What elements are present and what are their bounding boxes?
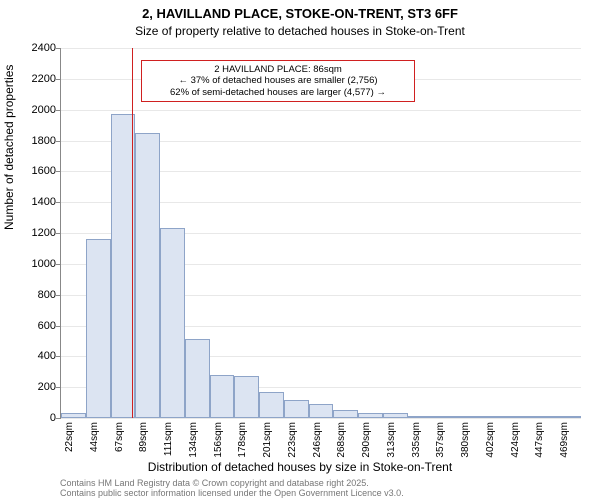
y-tick-mark <box>56 264 60 265</box>
x-tick-label: 402sqm <box>485 422 496 462</box>
annotation-box: 2 HAVILLAND PLACE: 86sqm← 37% of detache… <box>141 60 415 102</box>
x-axis-label: Distribution of detached houses by size … <box>0 460 600 474</box>
x-tick-label: 290sqm <box>361 422 372 462</box>
y-tick-mark <box>56 356 60 357</box>
gridline <box>61 110 581 111</box>
histogram-bar <box>160 228 185 418</box>
y-axis-label: Number of detached properties <box>2 65 16 230</box>
histogram-bar <box>383 413 408 418</box>
y-tick-mark <box>56 48 60 49</box>
y-tick-label: 800 <box>16 289 56 301</box>
y-tick-label: 2400 <box>16 42 56 54</box>
x-tick-label: 380sqm <box>460 422 471 462</box>
y-tick-label: 1200 <box>16 227 56 239</box>
x-tick-label: 469sqm <box>559 422 570 462</box>
y-tick-label: 1800 <box>16 135 56 147</box>
y-tick-mark <box>56 79 60 80</box>
y-tick-mark <box>56 171 60 172</box>
x-tick-label: 246sqm <box>312 422 323 462</box>
y-tick-label: 200 <box>16 381 56 393</box>
gridline <box>61 418 581 419</box>
histogram-bar <box>358 413 383 418</box>
histogram-bar <box>507 416 532 418</box>
histogram-bar <box>86 239 111 418</box>
y-tick-mark <box>56 326 60 327</box>
y-tick-label: 2200 <box>16 73 56 85</box>
histogram-bar <box>408 416 433 418</box>
y-tick-label: 1000 <box>16 258 56 270</box>
histogram-bar <box>333 410 358 418</box>
histogram-bar <box>210 375 235 418</box>
x-tick-label: 268sqm <box>336 422 347 462</box>
x-tick-label: 201sqm <box>262 422 273 462</box>
x-tick-label: 447sqm <box>534 422 545 462</box>
x-tick-label: 111sqm <box>163 422 174 462</box>
y-tick-mark <box>56 387 60 388</box>
histogram-bar <box>234 376 259 418</box>
y-tick-mark <box>56 233 60 234</box>
gridline <box>61 48 581 49</box>
footer-line1: Contains HM Land Registry data © Crown c… <box>60 478 404 488</box>
x-tick-label: 44sqm <box>89 422 100 462</box>
y-tick-label: 0 <box>16 412 56 424</box>
y-tick-mark <box>56 202 60 203</box>
chart-title: 2, HAVILLAND PLACE, STOKE-ON-TRENT, ST3 … <box>0 6 600 21</box>
annotation-line3: 62% of semi-detached houses are larger (… <box>148 87 408 98</box>
y-tick-mark <box>56 110 60 111</box>
y-tick-label: 400 <box>16 350 56 362</box>
footer-attribution: Contains HM Land Registry data © Crown c… <box>60 478 404 499</box>
histogram-bar <box>135 133 160 418</box>
y-tick-mark <box>56 418 60 419</box>
plot-area: 2 HAVILLAND PLACE: 86sqm← 37% of detache… <box>60 48 581 419</box>
footer-line2: Contains public sector information licen… <box>60 488 404 498</box>
y-tick-label: 1400 <box>16 196 56 208</box>
histogram-chart: 2, HAVILLAND PLACE, STOKE-ON-TRENT, ST3 … <box>0 0 600 500</box>
histogram-bar <box>259 392 284 418</box>
y-tick-mark <box>56 295 60 296</box>
x-tick-label: 134sqm <box>188 422 199 462</box>
x-tick-label: 313sqm <box>386 422 397 462</box>
marker-line <box>132 48 133 418</box>
histogram-bar <box>309 404 334 418</box>
chart-subtitle: Size of property relative to detached ho… <box>0 24 600 38</box>
x-tick-label: 178sqm <box>237 422 248 462</box>
y-tick-label: 2000 <box>16 104 56 116</box>
histogram-bar <box>482 416 507 418</box>
x-tick-label: 67sqm <box>114 422 125 462</box>
y-tick-label: 600 <box>16 320 56 332</box>
histogram-bar <box>457 416 482 418</box>
x-tick-label: 223sqm <box>287 422 298 462</box>
x-tick-label: 156sqm <box>213 422 224 462</box>
x-tick-label: 357sqm <box>435 422 446 462</box>
histogram-bar <box>185 339 210 418</box>
histogram-bar <box>531 416 556 418</box>
histogram-bar <box>61 413 86 418</box>
annotation-line1: 2 HAVILLAND PLACE: 86sqm <box>148 64 408 75</box>
y-tick-label: 1600 <box>16 165 56 177</box>
y-tick-mark <box>56 141 60 142</box>
histogram-bar <box>556 416 581 418</box>
histogram-bar <box>284 400 309 419</box>
histogram-bar <box>432 416 457 418</box>
x-tick-label: 424sqm <box>510 422 521 462</box>
annotation-line2: ← 37% of detached houses are smaller (2,… <box>148 75 408 86</box>
x-tick-label: 22sqm <box>64 422 75 462</box>
x-tick-label: 335sqm <box>411 422 422 462</box>
x-tick-label: 89sqm <box>138 422 149 462</box>
